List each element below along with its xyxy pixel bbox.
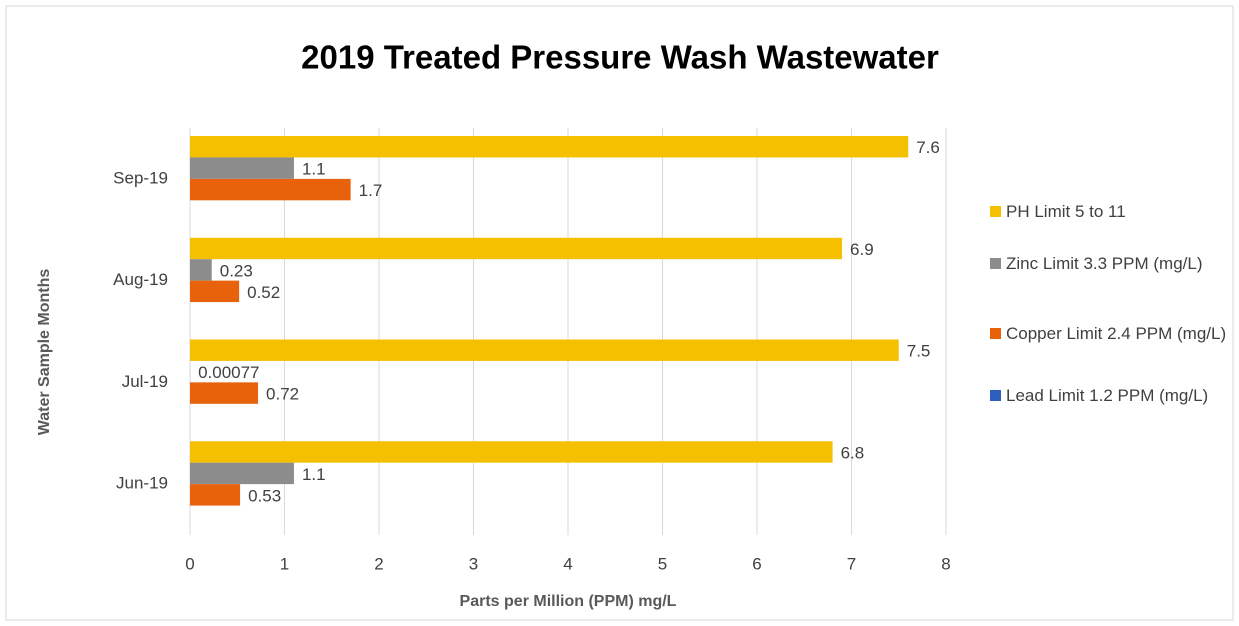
legend-item: PH Limit 5 to 11 <box>990 200 1239 223</box>
data-label: 0.23 <box>220 261 253 280</box>
x-tick-label: 4 <box>563 554 572 573</box>
chart-border <box>5 5 1234 621</box>
bar <box>190 259 212 281</box>
bar <box>190 462 294 485</box>
y-tick-label: Aug-19 <box>113 270 168 289</box>
bar <box>190 237 843 260</box>
legend-label: Zinc Limit 3.3 PPM (mg/L) <box>1006 254 1203 273</box>
data-label: 6.9 <box>850 240 874 259</box>
legend-swatch <box>990 328 1001 339</box>
data-label: 1.1 <box>302 465 326 484</box>
legend-label: Lead Limit 1.2 PPM (mg/L) <box>1006 386 1209 405</box>
data-label: 7.6 <box>916 138 940 157</box>
data-label: 1.1 <box>302 160 326 179</box>
x-axis-title: Parts per Million (PPM) mg/L <box>460 593 677 610</box>
x-tick-label: 2 <box>374 554 383 573</box>
data-label: 0.72 <box>266 385 299 404</box>
legend-swatch <box>990 206 1001 217</box>
x-tick-label: 3 <box>469 554 478 573</box>
data-label: 0.00077 <box>198 363 259 382</box>
data-label: 1.7 <box>359 181 383 200</box>
legend-label: Copper Limit 2.4 PPM (mg/L) <box>1006 324 1227 343</box>
bar <box>190 382 259 404</box>
chart-title: 2019 Treated Pressure Wash Wastewater <box>301 39 939 76</box>
data-label: 0.53 <box>248 486 281 505</box>
legend-item: Copper Limit 2.4 PPM (mg/L) <box>990 322 1239 345</box>
bar <box>190 136 909 158</box>
legend-label: PH Limit 5 to 11 <box>1006 202 1126 221</box>
x-tick-label: 0 <box>185 554 194 573</box>
x-tick-label: 8 <box>941 554 950 573</box>
x-tick-label: 1 <box>280 554 289 573</box>
legend-item: Lead Limit 1.2 PPM (mg/L) <box>990 384 1239 407</box>
x-tick-label: 6 <box>752 554 761 573</box>
y-tick-label: Jul-19 <box>122 372 168 391</box>
bar <box>190 339 899 361</box>
bar <box>190 484 241 506</box>
data-label: 6.8 <box>841 443 865 462</box>
bar <box>190 157 294 179</box>
data-label: 0.52 <box>247 283 280 302</box>
bar <box>190 280 240 303</box>
y-axis-title: Water Sample Months <box>36 269 53 436</box>
legend-swatch <box>990 390 1001 401</box>
data-label: 7.5 <box>907 342 931 361</box>
legend-item: Zinc Limit 3.3 PPM (mg/L) <box>990 252 1239 275</box>
bar <box>190 178 351 201</box>
bar <box>190 441 833 463</box>
y-tick-label: Jun-19 <box>116 474 168 493</box>
y-tick-label: Sep-19 <box>113 168 168 187</box>
x-tick-label: 7 <box>847 554 856 573</box>
legend-swatch <box>990 258 1001 269</box>
x-tick-label: 5 <box>658 554 667 573</box>
